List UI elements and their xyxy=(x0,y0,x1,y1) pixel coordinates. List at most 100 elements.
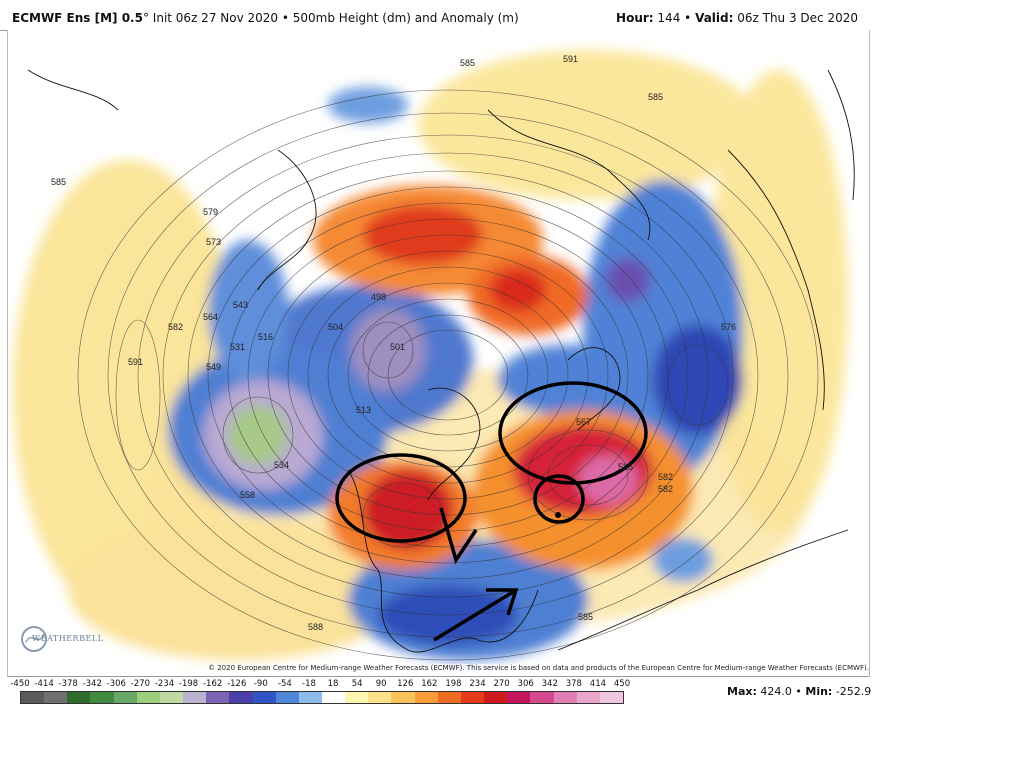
contour-label: 531 xyxy=(230,342,245,352)
contour-label: 567 xyxy=(576,417,591,427)
contour-label: 573 xyxy=(206,237,221,247)
colorbar-segment xyxy=(183,692,207,703)
contour-label: 564 xyxy=(203,312,218,322)
init-time: Init 06z 27 Nov 2020 xyxy=(152,11,279,25)
annotation-arrow-down xyxy=(439,507,478,565)
map-title: ECMWF Ens [M] 0.5° Init 06z 27 Nov 2020 … xyxy=(12,11,519,25)
contour-label: 516 xyxy=(258,332,273,342)
contour-label: 534 xyxy=(274,460,289,470)
degree-symbol: ° xyxy=(142,11,149,25)
colorbar-tick-label: 414 xyxy=(589,679,607,689)
colorbar-tick-label: 126 xyxy=(397,679,414,689)
logo-text: WEATHERBELL xyxy=(32,634,104,643)
colorbar-segment xyxy=(599,692,624,703)
colorbar-segment xyxy=(229,692,254,703)
copyright-notice: © 2020 European Centre for Medium-range … xyxy=(208,664,869,672)
colorbar-segment xyxy=(113,692,138,703)
colorbar-tick-label: -342 xyxy=(82,679,102,689)
contour-labels: 585 591 585 579 573 582 591 564 549 531 … xyxy=(51,54,736,632)
colorbar-segment xyxy=(90,692,115,703)
contour-label: 558 xyxy=(240,490,255,500)
annotation-circle-small xyxy=(533,474,585,524)
forecast-hour: 144 xyxy=(657,11,681,25)
contour-label: 585 xyxy=(460,58,475,68)
colorbar-segment xyxy=(530,692,555,703)
colorbar-segment xyxy=(44,692,68,703)
contour-label: 576 xyxy=(721,322,736,332)
colorbar-segment xyxy=(298,692,323,703)
colorbar-segment xyxy=(159,692,184,703)
colorbar-segment xyxy=(507,692,531,703)
annotation-dot xyxy=(555,512,561,518)
min-label: Min: xyxy=(805,685,833,698)
valid-time: 06z Thu 3 Dec 2020 xyxy=(737,11,858,25)
colorbar-tick-label: 90 xyxy=(375,679,387,689)
colorbar-segment xyxy=(437,692,462,703)
contour-label: 585 xyxy=(578,612,593,622)
anomaly-stats: Max: 424.0 • Min: -252.9 xyxy=(727,685,871,698)
colorbar-tick-label: 270 xyxy=(493,679,510,689)
max-label: Max: xyxy=(727,685,757,698)
colorbar-segment xyxy=(368,692,392,703)
max-value: 424.0 xyxy=(760,685,792,698)
colorbar-tick-label: -414 xyxy=(34,679,54,689)
map-header: ECMWF Ens [M] 0.5° Init 06z 27 Nov 2020 … xyxy=(0,0,868,31)
colorbar-segment xyxy=(252,692,277,703)
colorbar-segment xyxy=(21,692,45,703)
contour-label: 585 xyxy=(648,92,663,102)
colorbar-tick-label: -198 xyxy=(178,679,199,689)
annotation-circle-west xyxy=(335,453,467,543)
colorbar-segment xyxy=(67,692,91,703)
contour-label: 585 xyxy=(51,177,66,187)
colorbar-tick-label: -126 xyxy=(227,679,247,689)
colorbar-segment xyxy=(460,692,485,703)
colorbar-tick-label: -378 xyxy=(58,679,78,689)
colorbar-segment xyxy=(576,692,601,703)
colorbar-tick-label: 306 xyxy=(517,679,534,689)
contour-label: 588 xyxy=(308,622,323,632)
contour-label: 579 xyxy=(203,207,218,217)
colorbar-tick-label: 198 xyxy=(445,679,462,689)
colorbar-tick-label: 450 xyxy=(613,679,631,689)
contour-label: 513 xyxy=(356,405,371,415)
valid-bullet: • xyxy=(684,11,692,25)
contour-label: 543 xyxy=(233,300,248,310)
colorbar-segment xyxy=(322,692,346,703)
colorbar-tick-label: -450 xyxy=(10,679,30,689)
colorbar-segment xyxy=(206,692,230,703)
field-name: 500mb Height (dm) and Anomaly (m) xyxy=(292,11,519,25)
contour-label: 585 xyxy=(618,462,633,472)
contour-label: 582 xyxy=(658,484,673,494)
coastlines xyxy=(27,69,855,653)
colorbar-segment xyxy=(275,692,300,703)
colorbar-segment xyxy=(553,692,578,703)
colorbar-tick-label: -54 xyxy=(277,679,292,689)
contour-label: 582 xyxy=(168,322,183,332)
colorbar-segment xyxy=(136,692,161,703)
annotation-circle-north-atlantic xyxy=(498,381,648,485)
colorbar-tick-label: -306 xyxy=(106,679,126,689)
map-canvas: 585 591 585 579 573 582 591 564 549 531 … xyxy=(8,30,869,676)
colorbar-tick-label: -270 xyxy=(130,679,151,689)
weatherbell-logo-icon xyxy=(21,626,47,652)
contour-label: 591 xyxy=(563,54,578,64)
stats-separator: • xyxy=(795,685,802,698)
contour-label: 591 xyxy=(128,357,143,367)
colorbar-tick-label: 234 xyxy=(469,679,486,689)
annotation-arrow-northeast xyxy=(433,588,519,642)
hour-label: Hour: xyxy=(616,11,654,25)
colorbar-segment xyxy=(484,692,508,703)
colorbar-segment xyxy=(345,692,369,703)
colorbar-tick-label: 378 xyxy=(565,679,582,689)
colorbar-tick-label: -90 xyxy=(253,679,268,689)
contour-label: 504 xyxy=(328,322,343,332)
contour-label: 498 xyxy=(371,292,386,302)
colorbar-ticks: -450 -414 -378 -342 -306 -270 -234 -198 -162 -126… xyxy=(10,679,631,691)
colorbar-tick-label: -234 xyxy=(154,679,175,689)
annotations xyxy=(335,381,648,642)
valid-label: Valid: xyxy=(695,11,734,25)
title-bullet: • xyxy=(281,11,289,25)
colorbar-tick-label: 162 xyxy=(421,679,438,689)
contour-label: 582 xyxy=(658,472,673,482)
valid-time-info: Hour: 144 • Valid: 06z Thu 3 Dec 2020 xyxy=(616,11,858,25)
